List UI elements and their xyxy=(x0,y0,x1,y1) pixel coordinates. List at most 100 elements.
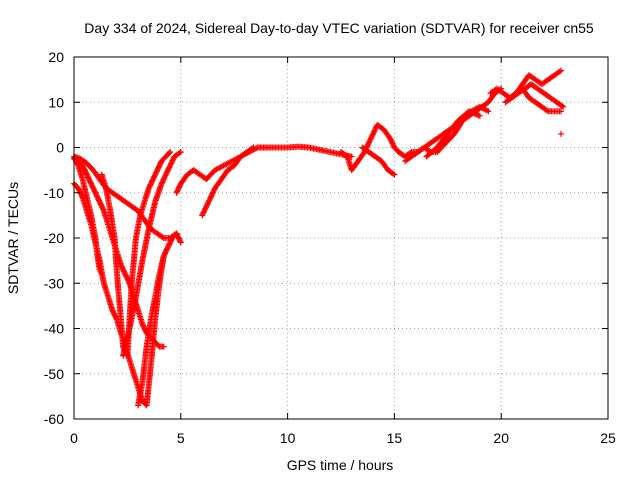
data-point xyxy=(166,150,173,157)
data-point xyxy=(166,163,173,170)
data-point xyxy=(165,165,172,172)
data-point xyxy=(200,209,207,216)
data-point xyxy=(202,205,209,212)
data-point xyxy=(372,125,379,132)
x-tick-label: 0 xyxy=(70,430,78,446)
y-tick-label: -60 xyxy=(44,411,64,427)
data-point xyxy=(177,149,184,156)
data-point xyxy=(162,172,169,179)
series-track-i xyxy=(199,144,257,219)
data-point xyxy=(371,128,378,135)
data-point xyxy=(558,102,565,109)
data-point xyxy=(369,132,376,139)
data-point xyxy=(206,197,213,204)
data-point xyxy=(168,160,175,167)
data-point xyxy=(390,170,397,177)
data-point xyxy=(367,135,374,142)
y-tick-label: -40 xyxy=(44,321,64,337)
y-tick-label: 0 xyxy=(56,140,64,156)
data-point xyxy=(543,107,550,114)
data-point xyxy=(169,157,176,164)
data-point xyxy=(205,198,212,205)
data-point xyxy=(365,140,372,147)
data-point xyxy=(206,196,213,203)
data-point xyxy=(177,238,184,245)
data-point xyxy=(161,173,168,180)
data-point xyxy=(159,179,166,186)
series-track-q xyxy=(519,85,565,115)
data-point xyxy=(209,190,216,197)
data-point xyxy=(177,239,184,246)
y-tick-label: 20 xyxy=(48,49,64,65)
series-track-k xyxy=(359,144,398,178)
data-point xyxy=(204,201,211,208)
data-point xyxy=(164,167,171,174)
data-point xyxy=(158,180,165,187)
data-point xyxy=(250,144,257,151)
data-point xyxy=(163,171,170,178)
data-point xyxy=(164,168,171,175)
data-point xyxy=(203,202,210,209)
axis-ticks: 0 5 10 15 20 25 -60 -50 -40 -30 -20 -10 0 10 20 xyxy=(44,49,616,446)
data-point xyxy=(476,112,483,119)
data-point xyxy=(170,156,177,163)
data-point xyxy=(249,145,256,152)
data-point xyxy=(159,177,166,184)
data-point xyxy=(556,68,563,75)
data-point xyxy=(369,131,376,138)
data-point xyxy=(176,149,183,156)
y-tick-label: 10 xyxy=(48,94,64,110)
data-point xyxy=(210,189,217,196)
series-track-h xyxy=(173,143,355,196)
data-point xyxy=(485,108,492,115)
data-point xyxy=(207,194,214,201)
series-track-n xyxy=(423,108,483,160)
y-tick-label: -10 xyxy=(44,185,64,201)
grid xyxy=(74,57,608,419)
data-point xyxy=(199,211,206,218)
data-point xyxy=(558,108,565,115)
data-point xyxy=(558,67,565,74)
data-point xyxy=(558,130,565,137)
data-point xyxy=(168,158,175,165)
data-point xyxy=(159,234,166,241)
x-tick-label: 5 xyxy=(177,430,185,446)
data-point xyxy=(160,343,167,350)
data-point xyxy=(160,176,167,183)
x-tick-label: 25 xyxy=(600,430,616,446)
series-track-p xyxy=(502,81,567,110)
data-point xyxy=(166,164,173,171)
data-point xyxy=(161,175,168,182)
data-point xyxy=(208,192,215,199)
chart-title: Day 334 of 2024, Sidereal Day-to-day VTE… xyxy=(84,20,594,36)
data-point xyxy=(100,206,107,213)
y-tick-label: -20 xyxy=(44,230,64,246)
data-point xyxy=(365,139,372,146)
data-point xyxy=(370,130,377,137)
data-point xyxy=(210,187,217,194)
data-point xyxy=(391,171,398,178)
data-point xyxy=(167,149,174,156)
x-tick-label: 15 xyxy=(387,430,403,446)
series-track-f xyxy=(120,149,184,359)
data-point xyxy=(203,204,210,211)
data-point xyxy=(204,200,211,207)
data-point xyxy=(167,161,174,168)
y-axis-label: SDTVAR / TECUs xyxy=(5,182,21,294)
y-tick-label: -30 xyxy=(44,275,64,291)
data-point xyxy=(368,134,375,141)
data-point xyxy=(163,169,170,176)
data-point xyxy=(366,138,373,145)
y-tick-label: -50 xyxy=(44,366,64,382)
data-point xyxy=(364,142,371,149)
series-track-r xyxy=(558,130,565,137)
x-axis-label: GPS time / hours xyxy=(287,457,394,473)
series-track-g xyxy=(135,230,184,409)
data-point xyxy=(201,206,208,213)
data-point xyxy=(208,193,215,200)
data-points xyxy=(71,67,567,409)
x-tick-label: 20 xyxy=(493,430,509,446)
data-point xyxy=(98,271,105,278)
data-point xyxy=(371,127,378,134)
